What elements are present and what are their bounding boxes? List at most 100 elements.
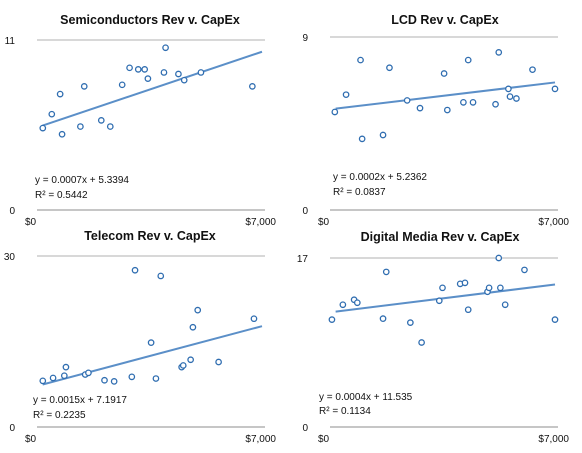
scatter-point (157, 272, 165, 280)
trend-equation: y = 0.0007x + 5.3394 (35, 175, 129, 186)
scatter-point (353, 299, 361, 307)
trend-line (335, 283, 556, 313)
scatter-point (386, 64, 393, 72)
scatter-point (382, 268, 390, 276)
scatter-point (48, 110, 56, 118)
scatter-point (464, 306, 472, 314)
scatter-point (80, 83, 88, 90)
y-tick-label: 0 (302, 206, 308, 217)
x-tick-label: $0 (318, 434, 330, 445)
scatter-point (141, 66, 149, 73)
scatter-point (407, 319, 414, 326)
r-squared-label: R² = 0.1134 (319, 406, 371, 417)
scatter-point (461, 279, 469, 287)
scatter-point (118, 81, 126, 89)
trend-equation: y = 0.0002x + 5.2362 (333, 172, 427, 183)
x-tick-label: $0 (25, 217, 37, 228)
chart-title: Telecom Rev v. CapEx (84, 229, 216, 243)
scatter-point (250, 315, 258, 323)
scatter-point (529, 66, 536, 74)
scatter-point (416, 104, 424, 112)
scatter-point (106, 123, 114, 130)
trend-equation: y = 0.0015x + 7.1917 (33, 395, 127, 406)
y-tick-label: 0 (302, 423, 308, 434)
scatter-point (440, 70, 448, 77)
scatter-point (460, 99, 467, 106)
scatter-point (162, 44, 169, 52)
scatter-point (131, 266, 139, 274)
r-squared-label: R² = 0.5442 (35, 190, 88, 201)
scatter-panel: Digital Media Rev v. CapEx 17 0 $0 $7,000 y =… (297, 230, 570, 445)
scatter-point (110, 378, 118, 385)
chart-title: LCD Rev v. CapEx (391, 13, 498, 27)
scatter-point (189, 323, 197, 331)
scatter-point (39, 124, 47, 132)
scatter-point (379, 131, 387, 139)
scatter-point (342, 91, 350, 99)
scatter-point (551, 85, 559, 93)
scatter-point (501, 301, 509, 309)
scatter-point (77, 123, 84, 130)
scatter-point (126, 64, 133, 72)
y-tick-label: 0 (9, 423, 15, 434)
scatter-point (147, 339, 155, 346)
scatter-point (160, 69, 168, 76)
trend-line (42, 50, 263, 127)
scatter-point (144, 75, 152, 82)
scatter-point (97, 117, 105, 124)
scatter-point (506, 93, 514, 100)
scatter-panel: LCD Rev v. CapEx 9 0 $0 $7,000 y = 0.0002x + … (302, 13, 569, 228)
scatter-point (485, 284, 493, 292)
scatter-point (464, 56, 472, 64)
scatter-point (56, 90, 64, 98)
scatter-point (249, 83, 256, 90)
scatter-point (179, 362, 187, 369)
scatter-point (215, 358, 222, 366)
x-tick-label: $7,000 (538, 217, 569, 228)
y-tick-label: 17 (297, 254, 309, 265)
scatter-point (505, 85, 512, 93)
scatter-panel: Semiconductors Rev v. CapEx 11 0 $0 $7,000 y … (5, 13, 277, 228)
scatter-point (497, 284, 504, 292)
scatter-point (152, 375, 160, 382)
scatter-point (439, 284, 446, 292)
scatter-point (60, 372, 68, 380)
y-tick-label: 30 (4, 252, 16, 263)
scatter-point (39, 377, 47, 385)
r-squared-label: R² = 0.0837 (333, 187, 386, 198)
scatter-point (62, 363, 70, 371)
scatter-point (443, 106, 451, 114)
r-squared-label: R² = 0.2235 (33, 410, 86, 421)
scatter-point (85, 369, 92, 377)
trend-line (335, 81, 556, 110)
chart-title: Digital Media Rev v. CapEx (361, 230, 520, 244)
scatter-point (357, 56, 364, 64)
scatter-point (418, 339, 425, 346)
scatter-point (328, 316, 336, 323)
y-tick-label: 9 (302, 33, 308, 44)
scatter-point (187, 356, 194, 364)
y-tick-label: 0 (9, 206, 15, 217)
x-tick-label: $0 (318, 217, 330, 228)
scatter-point (521, 266, 528, 274)
trend-equation: y = 0.0004x + 11.535 (319, 392, 413, 403)
scatter-point (128, 373, 136, 381)
scatter-point (134, 66, 142, 73)
scatter-point (513, 95, 520, 102)
scatter-point (469, 99, 477, 106)
x-tick-label: $7,000 (245, 217, 276, 228)
x-tick-label: $7,000 (538, 434, 569, 445)
scatter-point (194, 306, 202, 314)
y-tick-label: 11 (5, 36, 16, 47)
scatter-panel: Telecom Rev v. CapEx 30 0 $0 $7,000 y = 0.001… (4, 229, 277, 445)
chart-title: Semiconductors Rev v. CapEx (60, 13, 240, 27)
scatter-point (435, 297, 443, 305)
scatter-point (495, 254, 503, 262)
trend-line (42, 325, 263, 386)
scatter-point (331, 108, 339, 116)
x-tick-label: $7,000 (245, 434, 276, 445)
scatter-point (492, 100, 499, 108)
scatter-point (379, 315, 387, 322)
scatter-point (180, 76, 188, 84)
